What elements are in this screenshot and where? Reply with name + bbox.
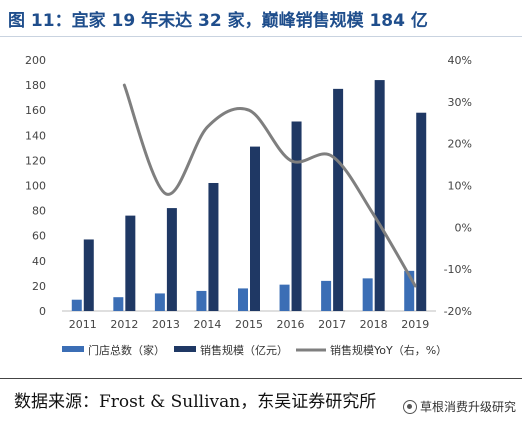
watermark-text: 草根消费升级研究	[419, 400, 516, 414]
x-tick-label: 2015	[235, 318, 263, 331]
legend-swatch-sales	[174, 346, 196, 352]
y-left-tick-label: 180	[25, 79, 46, 92]
chart: 0 20 40 60 80 100 120 140 160 180 200 -20% -10% 0% 10%…	[25, 54, 472, 357]
y-right-tick-label: 0%	[455, 221, 472, 234]
title-bar: 图 11：宜家 19 年末达 32 家，巅峰销售规模 184 亿	[0, 0, 522, 37]
legend-label-stores: 门店总数（家）	[88, 343, 165, 357]
bar-stores	[279, 284, 290, 311]
y-right-tick-label: 40%	[448, 54, 472, 67]
bar-sales	[416, 112, 427, 312]
x-tick-label: 2011	[69, 318, 97, 331]
bar-stores	[154, 293, 165, 311]
y-left-tick-label: 60	[32, 230, 46, 243]
y-right-tick-label: -10%	[444, 263, 472, 276]
x-tick-label: 2016	[277, 318, 305, 331]
bar-stores	[362, 278, 373, 311]
bar-sales	[374, 80, 385, 311]
bar-stores	[113, 297, 124, 311]
y-left-tick-label: 100	[25, 180, 46, 193]
y-right-tick-label: 20%	[448, 138, 472, 151]
y-left-tick-label: 20	[32, 280, 46, 293]
watermark: 草根消费升级研究	[402, 398, 516, 415]
bar-sales	[250, 146, 260, 311]
bar-stores	[71, 299, 82, 311]
y-left-tick-label: 160	[25, 104, 46, 117]
bar-sales	[291, 121, 302, 312]
bar-sales	[83, 239, 94, 311]
y-right-tick-label: -20%	[444, 305, 472, 318]
x-tick-label: 2017	[318, 318, 346, 331]
x-tick-label: 2014	[193, 318, 221, 331]
bar-stores	[404, 270, 415, 311]
divider	[0, 378, 522, 379]
y-left-tick-label: 40	[32, 255, 46, 268]
bar-sales	[333, 88, 344, 311]
y-left-tick-label: 80	[32, 205, 46, 218]
legend-label-sales: 销售规模（亿元）	[200, 343, 288, 357]
x-tick-label: 2019	[401, 318, 429, 331]
legend-label-yoy: 销售规模YoY（右，%）	[330, 343, 447, 357]
y-left-tick-label: 140	[25, 129, 46, 142]
bar-stores	[238, 288, 248, 311]
bar-sales	[125, 215, 136, 311]
y-left-tick-label: 0	[39, 305, 46, 318]
chart-title: 图 11：宜家 19 年末达 32 家，巅峰销售规模 184 亿	[8, 11, 428, 31]
bar-sales	[166, 208, 177, 311]
y-right-tick-label: 30%	[448, 96, 472, 109]
source-note: 数据来源：Frost & Sullivan，东吴证券研究所	[14, 392, 377, 412]
x-tick-label: 2013	[152, 318, 180, 331]
x-tick-label: 2018	[360, 318, 388, 331]
x-tick-label: 2012	[110, 318, 138, 331]
y-left-tick-label: 200	[25, 54, 46, 67]
wechat-icon	[402, 399, 417, 414]
bar-stores	[196, 290, 207, 311]
bar-sales	[208, 182, 219, 311]
series-line-yoy	[122, 83, 417, 288]
y-right-tick-label: 10%	[448, 180, 472, 193]
y-left-tick-label: 120	[25, 154, 46, 167]
bar-stores	[321, 280, 332, 311]
legend-swatch-stores	[62, 346, 84, 352]
